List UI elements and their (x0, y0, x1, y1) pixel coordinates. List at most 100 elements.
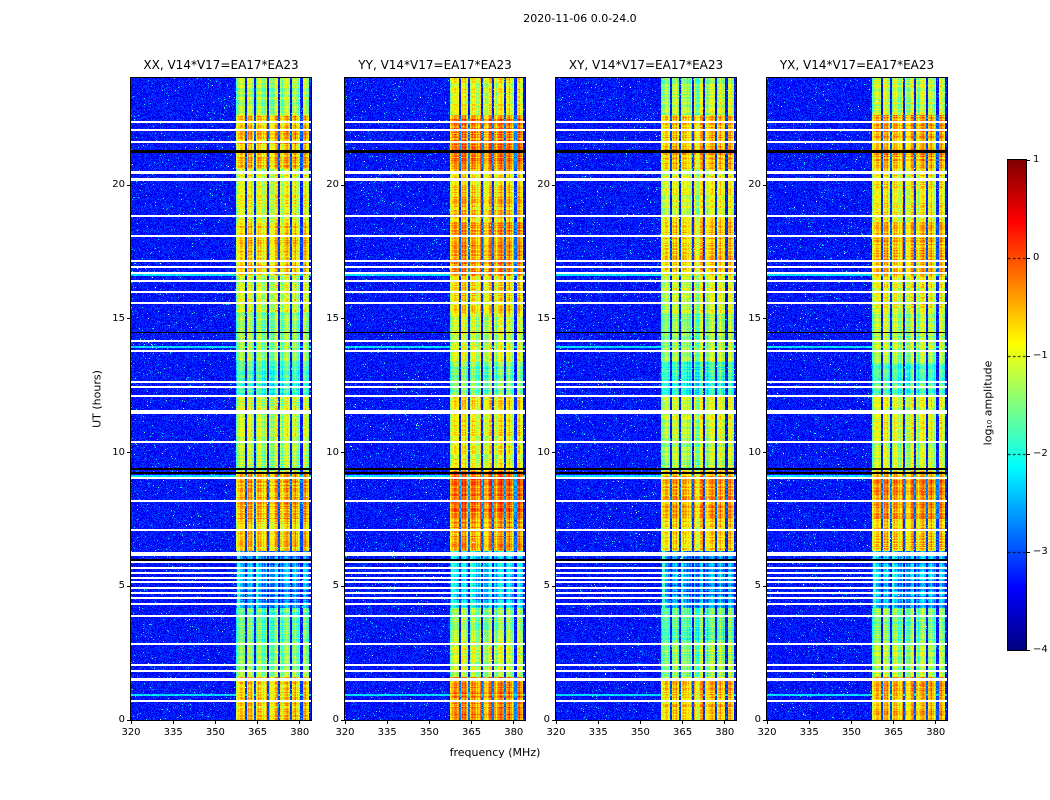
x-tick-label: 350 (205, 727, 225, 738)
y-tick (127, 585, 131, 587)
panel-title-yx: YX, V14*V17=EA17*EA23 (779, 58, 935, 72)
x-tick (257, 720, 259, 724)
y-tick-label: 20 (748, 179, 761, 190)
x-tick (471, 720, 473, 724)
colorbar-tick-label: −3 (1033, 546, 1048, 557)
y-tick-label: 15 (748, 312, 761, 324)
y-tick-label: 0 (543, 714, 550, 725)
x-tick-label: 320 (546, 727, 566, 738)
y-tick (341, 452, 345, 453)
spectrogram-panel-yy (344, 77, 526, 721)
y-tick-label: 15 (326, 312, 339, 324)
x-tick-label: 350 (841, 727, 861, 738)
y-tick-label: 0 (118, 714, 125, 725)
x-tick (555, 720, 557, 724)
x-tick (724, 720, 726, 724)
x-axis-label: frequency (MHz) (449, 746, 541, 759)
colorbar-tick-label: 0 (1033, 252, 1040, 263)
panel-title-xy: XY, V14*V17=EA17*EA23 (568, 58, 724, 72)
colorbar (1007, 159, 1027, 651)
colorbar-tick (1026, 551, 1030, 553)
x-tick (893, 720, 895, 724)
y-tick (552, 719, 556, 721)
colorbar-tick (1026, 649, 1030, 651)
y-tick-label: 10 (748, 446, 761, 458)
x-tick (172, 720, 174, 724)
y-tick-label: 5 (118, 580, 125, 592)
y-tick (763, 452, 767, 453)
x-tick-label: 380 (290, 727, 310, 738)
x-tick-label: 320 (121, 727, 141, 738)
y-tick (127, 318, 131, 320)
y-tick (763, 585, 767, 587)
colorbar-tick-label: −4 (1033, 644, 1048, 655)
y-tick-label: 5 (543, 580, 550, 592)
y-tick-label: 0 (754, 714, 761, 725)
colorbar-tick (1026, 257, 1030, 259)
y-tick-label: 10 (537, 446, 550, 458)
y-tick (552, 184, 556, 186)
x-tick-label: 350 (630, 727, 650, 738)
x-tick-label: 320 (335, 727, 355, 738)
y-tick-label: 5 (754, 580, 761, 592)
x-tick-label: 320 (757, 727, 777, 738)
x-tick-label: 350 (419, 727, 439, 738)
y-tick (341, 184, 345, 186)
y-tick (552, 318, 556, 320)
x-tick (513, 720, 515, 724)
colorbar-tick (1026, 453, 1030, 455)
x-tick (214, 720, 216, 724)
y-tick (341, 719, 345, 721)
x-tick-label: 335 (163, 727, 183, 738)
x-tick (344, 720, 346, 724)
y-tick (127, 719, 131, 721)
spectrogram-panel-yx (766, 77, 948, 721)
x-tick-label: 380 (504, 727, 524, 738)
x-tick (766, 720, 768, 724)
colorbar-tick (1026, 159, 1030, 161)
x-tick-label: 365 (248, 727, 268, 738)
y-tick (552, 585, 556, 587)
x-tick (639, 720, 641, 724)
y-tick-label: 10 (326, 446, 339, 458)
colorbar-tick (1026, 355, 1030, 357)
x-tick (130, 720, 132, 724)
y-tick (127, 452, 131, 453)
y-tick-label: 0 (332, 714, 339, 725)
x-tick (850, 720, 852, 724)
figure-title: 2020-11-06 0.0-24.0 (523, 12, 637, 25)
spectrogram-panel-xy (555, 77, 737, 721)
x-tick-label: 335 (377, 727, 397, 738)
panel-title-xx: XX, V14*V17=EA17*EA23 (143, 58, 299, 72)
x-tick-label: 335 (588, 727, 608, 738)
x-tick-label: 380 (926, 727, 946, 738)
colorbar-tick-label: −2 (1033, 448, 1048, 459)
y-tick-label: 20 (112, 179, 125, 190)
y-tick (763, 184, 767, 186)
colorbar-label: log₁₀ amplitude (981, 360, 995, 446)
y-tick-label: 20 (326, 179, 339, 190)
y-tick (763, 719, 767, 721)
y-tick-label: 5 (332, 580, 339, 592)
panel-title-yy: YY, V14*V17=EA17*EA23 (358, 58, 512, 72)
x-tick-label: 335 (799, 727, 819, 738)
x-tick (299, 720, 301, 724)
x-tick-label: 380 (715, 727, 735, 738)
y-tick-label: 15 (537, 312, 550, 324)
x-tick (935, 720, 937, 724)
x-tick (808, 720, 810, 724)
x-tick-label: 365 (673, 727, 693, 738)
x-tick-label: 365 (462, 727, 482, 738)
y-tick (127, 184, 131, 186)
x-tick-label: 365 (884, 727, 904, 738)
y-tick (763, 318, 767, 320)
y-axis-label: UT (hours) (90, 370, 104, 428)
spectrogram-panel-xx (130, 77, 312, 721)
y-tick (341, 318, 345, 320)
x-tick (682, 720, 684, 724)
y-tick-label: 10 (112, 446, 125, 458)
x-tick (597, 720, 599, 724)
y-tick (552, 452, 556, 453)
y-tick-label: 15 (112, 312, 125, 324)
